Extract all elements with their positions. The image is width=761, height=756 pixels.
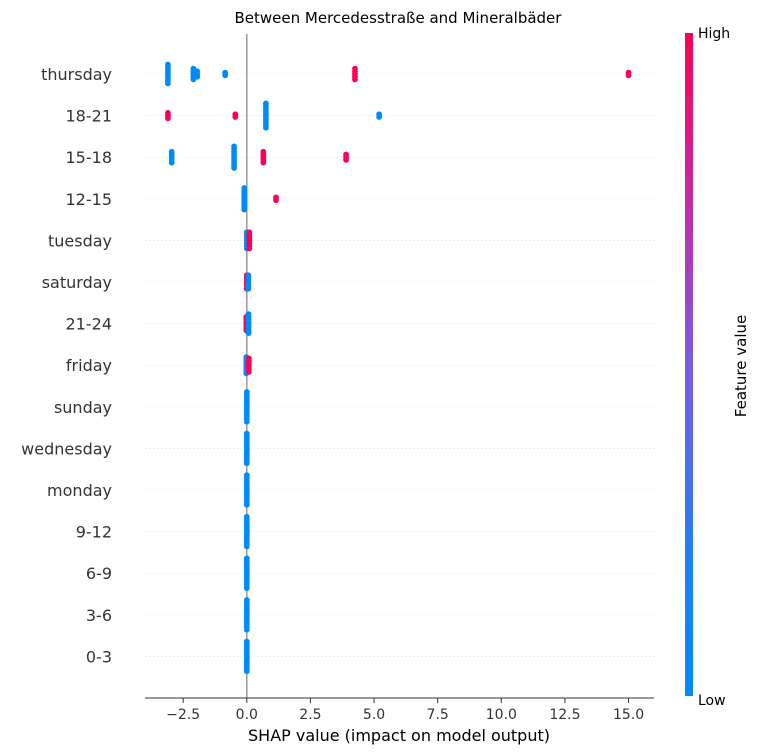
feature-label: friday (66, 356, 112, 375)
feature-label: 18-21 (66, 107, 113, 126)
feature-label: thursday (41, 65, 112, 84)
feature-labels: thursday 18-21 15-18 12-15 tuesday saturday 21… (21, 65, 112, 666)
data-point (232, 114, 239, 120)
feature-label: 12-15 (66, 190, 113, 209)
data-point (273, 197, 279, 204)
data-point (243, 626, 250, 633)
colorbar-high-label: High (698, 26, 730, 42)
feature-label: monday (47, 481, 112, 500)
x-tick-label: 2.5 (299, 707, 321, 723)
data-point (262, 124, 269, 131)
colorbar: High Low Feature value (685, 26, 750, 709)
data-point (625, 72, 632, 79)
x-tick-label: 0.0 (236, 707, 258, 723)
data-point (165, 80, 171, 87)
colorbar-gradient (685, 33, 693, 696)
feature-label: saturday (42, 273, 112, 292)
data-point (343, 157, 349, 163)
data-point (243, 460, 250, 467)
data-point (245, 285, 252, 292)
data-point (243, 668, 250, 675)
chart-title: Between Mercedesstraße and Mineralbäder (235, 9, 563, 27)
colorbar-title: Feature value (732, 315, 750, 417)
x-tick-label: 12.5 (549, 707, 580, 723)
data-point (260, 159, 267, 166)
x-tick-label: 5.0 (363, 707, 385, 723)
data-point (243, 585, 250, 591)
x-tick-label: 7.5 (427, 707, 449, 723)
data-points (165, 61, 632, 675)
x-tick-label: −2.5 (166, 707, 200, 723)
data-point (243, 501, 250, 508)
feature-label: tuesday (48, 231, 112, 250)
feature-label: 3-6 (86, 606, 112, 625)
x-axis-ticks: −2.5 0.0 2.5 5.0 7.5 10.0 12.5 15.0 (166, 698, 644, 723)
x-axis-label: SHAP value (impact on model output) (248, 726, 550, 745)
x-tick-label: 10.0 (486, 707, 517, 723)
row-guides (145, 73, 654, 657)
data-point (222, 72, 229, 79)
feature-label: 15-18 (66, 148, 113, 167)
feature-label: wednesday (21, 439, 112, 458)
data-point (168, 159, 175, 166)
feature-label: 9-12 (76, 523, 112, 542)
x-tick-label: 15.0 (613, 707, 644, 723)
data-point (165, 115, 171, 122)
data-point (243, 543, 250, 550)
feature-label: sunday (54, 398, 112, 417)
data-point (376, 114, 383, 120)
feature-label: 0-3 (86, 647, 112, 666)
data-point (194, 73, 201, 80)
data-point (243, 418, 250, 425)
data-point (245, 369, 252, 375)
data-point (231, 165, 237, 171)
data-point (241, 206, 248, 213)
data-point (245, 330, 252, 336)
data-point (246, 245, 253, 252)
feature-label: 6-9 (86, 564, 112, 583)
colorbar-low-label: Low (698, 693, 726, 709)
feature-label: 21-24 (66, 315, 113, 334)
data-point (352, 76, 358, 83)
